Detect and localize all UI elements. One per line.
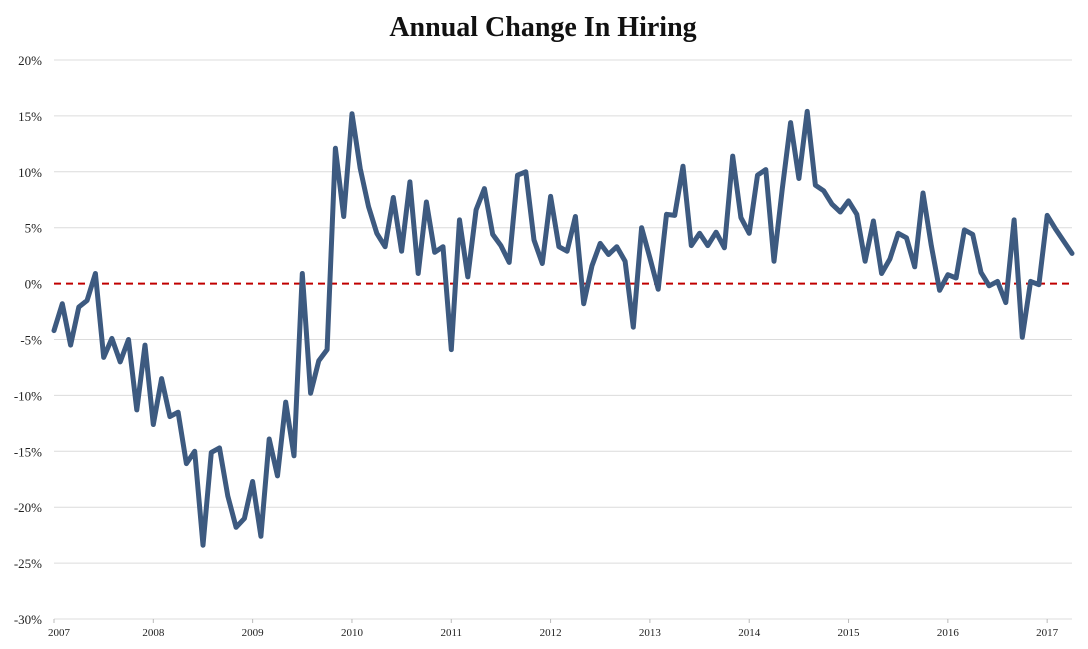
y-tick-label: 5%: [25, 221, 43, 236]
y-tick-label: -10%: [14, 388, 42, 403]
y-tick-label: -15%: [14, 444, 42, 459]
grid-lines: [54, 59, 1072, 620]
x-tick-label: 2015: [838, 627, 861, 639]
chart-title: Annual Change In Hiring: [389, 12, 696, 43]
y-tick-label: -20%: [14, 500, 42, 515]
series-group: [51, 108, 1075, 548]
x-tick-label: 2007: [48, 627, 71, 639]
y-tick-label: -30%: [14, 612, 42, 627]
y-tick-label: 0%: [25, 277, 43, 292]
x-tick-label: 2017: [1036, 627, 1059, 639]
x-tick-label: 2012: [540, 627, 562, 639]
y-tick-label: -5%: [20, 333, 42, 348]
y-tick-label: 10%: [18, 165, 42, 180]
y-tick-label: 20%: [18, 53, 42, 68]
x-tick-label: 2011: [440, 627, 462, 639]
x-tick-label: 2014: [738, 627, 761, 639]
series-line: [51, 108, 1075, 548]
x-tick-label: 2013: [639, 627, 662, 639]
y-axis-ticks: 20% 15% 10% 5% 0% -5% -10% -15% -20% -25% -30%: [14, 53, 42, 627]
x-axis-ticks: 2007 2008 2009 2010 2011 2012 2013 2014 2015 2016…: [48, 619, 1059, 639]
y-tick-label: 15%: [18, 109, 42, 124]
x-tick-label: 2009: [242, 627, 265, 639]
x-tick-label: 2008: [142, 627, 165, 639]
y-tick-label: -25%: [14, 556, 42, 571]
x-tick-label: 2010: [341, 627, 364, 639]
x-tick-label: 2016: [937, 627, 960, 639]
